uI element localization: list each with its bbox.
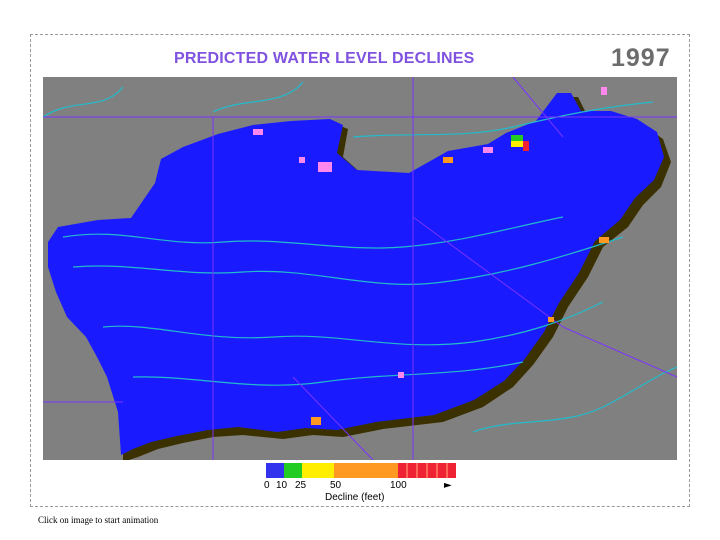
animation-link[interactable]: Click on image to start animation bbox=[38, 515, 159, 525]
legend-seg-4 bbox=[398, 463, 456, 478]
hotspots bbox=[253, 87, 607, 378]
legend-seg-1 bbox=[284, 463, 302, 478]
legend-tick-10: 10 bbox=[276, 480, 288, 491]
legend-title: Decline (feet) bbox=[325, 492, 385, 503]
legend-tick-25: 25 bbox=[295, 480, 307, 491]
figure-frame bbox=[30, 34, 690, 507]
well-field-cluster bbox=[511, 135, 529, 151]
legend-tick-50: 50 bbox=[330, 480, 342, 491]
legend-seg-0 bbox=[266, 463, 284, 478]
rivers bbox=[43, 81, 677, 433]
legend-tick-0: 0 bbox=[264, 480, 270, 491]
orange-edge-dots bbox=[311, 157, 609, 425]
aquifer-map[interactable] bbox=[43, 77, 677, 460]
year-label: 1997 bbox=[611, 44, 671, 72]
legend-seg-3 bbox=[334, 463, 398, 478]
legend-seg-2 bbox=[302, 463, 334, 478]
map-title: PREDICTED WATER LEVEL DECLINES bbox=[174, 50, 475, 67]
legend-tick-100: 100 bbox=[390, 480, 407, 491]
arrow-right-icon: ► bbox=[444, 480, 452, 491]
legend-colorbar bbox=[266, 463, 456, 478]
boundaries bbox=[43, 77, 677, 460]
